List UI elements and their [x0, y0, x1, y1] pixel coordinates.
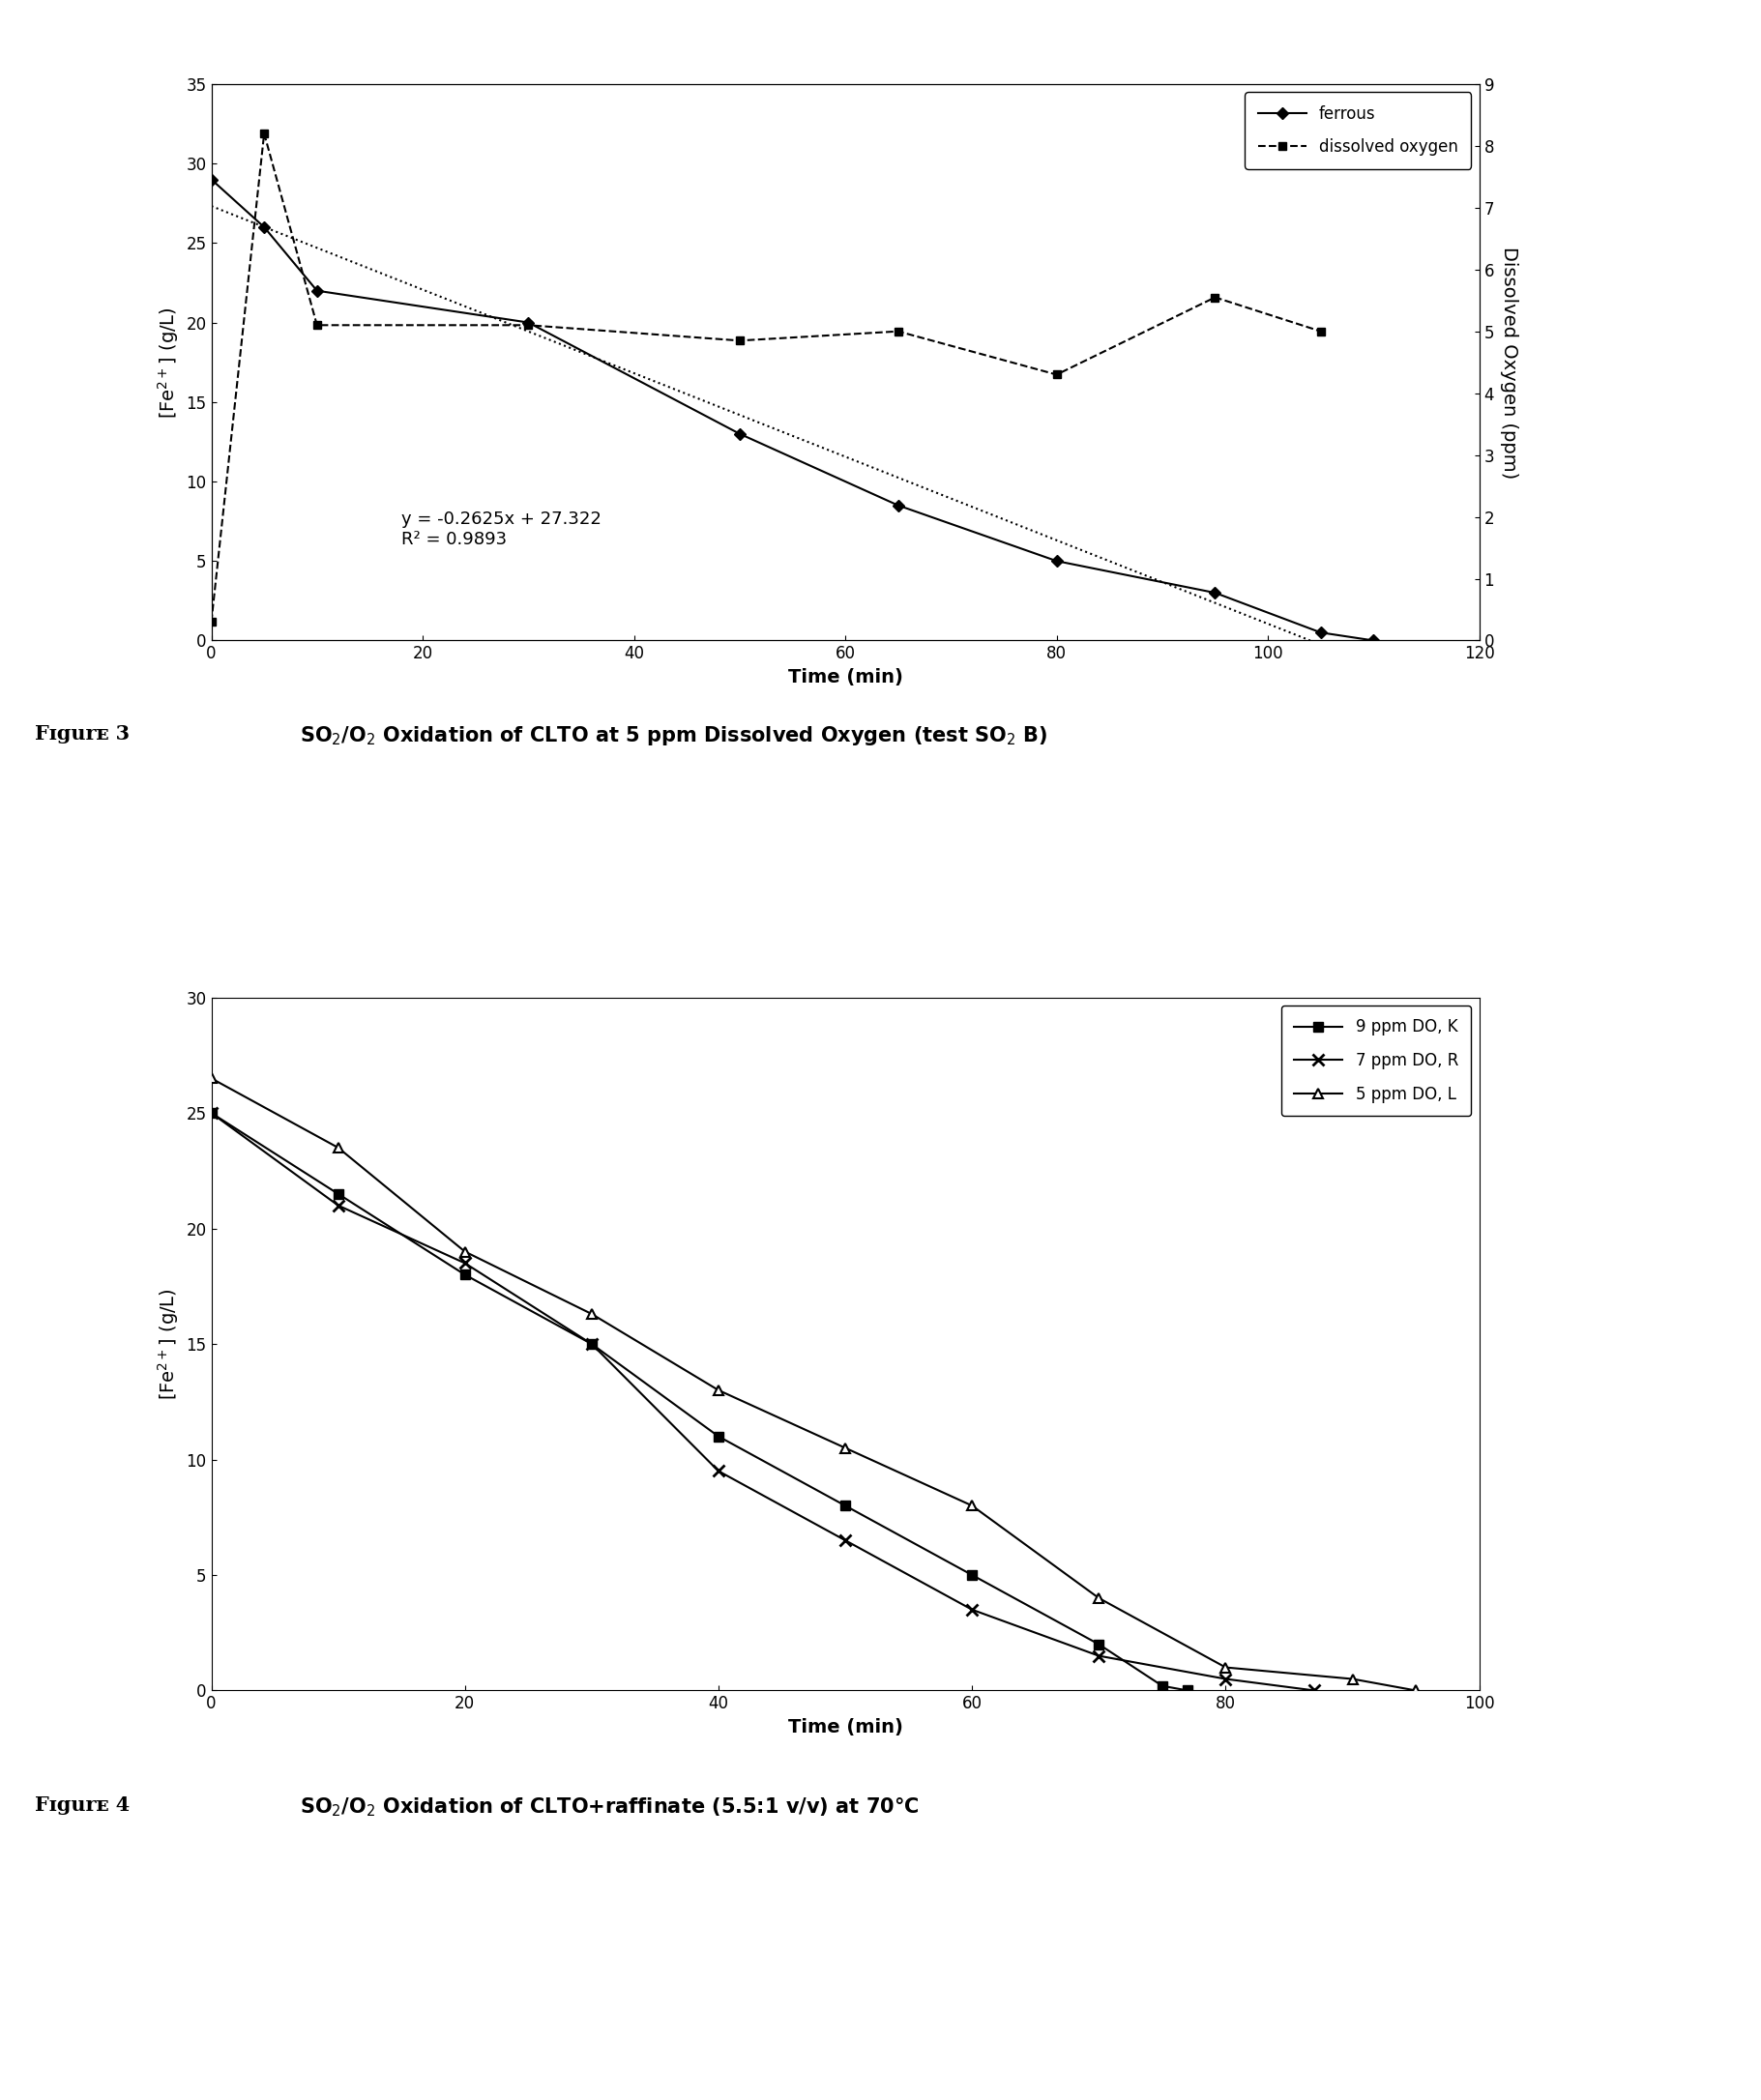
5 ppm DO, L	[1342, 1667, 1363, 1693]
ferrous	[201, 166, 222, 191]
9 ppm DO, K	[581, 1331, 602, 1357]
7 ppm DO, R	[454, 1250, 475, 1275]
dissolved oxygen	[201, 609, 222, 634]
dissolved oxygen	[1310, 319, 1331, 344]
Text: SO$_2$/O$_2$ Oxidation of CLTO+raffinate (5.5:1 v/v) at 70°C: SO$_2$/O$_2$ Oxidation of CLTO+raffinate…	[299, 1796, 919, 1819]
dissolved oxygen	[1205, 286, 1226, 311]
7 ppm DO, R	[1303, 1678, 1324, 1703]
7 ppm DO, R	[1215, 1667, 1236, 1693]
7 ppm DO, R	[708, 1457, 729, 1483]
5 ppm DO, L	[1215, 1655, 1236, 1680]
ferrous	[1205, 580, 1226, 605]
9 ppm DO, K	[1152, 1674, 1173, 1699]
Line: ferrous: ferrous	[208, 176, 1377, 645]
5 ppm DO, L	[835, 1436, 856, 1462]
Line: 7 ppm DO, R: 7 ppm DO, R	[206, 1107, 1319, 1697]
9 ppm DO, K	[962, 1562, 983, 1588]
dissolved oxygen	[729, 328, 750, 353]
7 ppm DO, R	[201, 1100, 222, 1126]
Text: Fɪgurᴇ 3: Fɪgurᴇ 3	[35, 724, 130, 743]
9 ppm DO, K	[201, 1100, 222, 1126]
5 ppm DO, L	[328, 1134, 349, 1159]
9 ppm DO, K	[835, 1493, 856, 1518]
Text: SO$_2$/O$_2$ Oxidation of CLTO at 5 ppm Dissolved Oxygen (test SO$_2$ B): SO$_2$/O$_2$ Oxidation of CLTO at 5 ppm …	[299, 724, 1048, 748]
7 ppm DO, R	[1088, 1642, 1109, 1667]
9 ppm DO, K	[328, 1180, 349, 1205]
5 ppm DO, L	[1405, 1678, 1426, 1703]
dissolved oxygen	[888, 319, 909, 344]
Line: 9 ppm DO, K: 9 ppm DO, K	[206, 1109, 1192, 1695]
dissolved oxygen	[1046, 361, 1067, 386]
ferrous	[518, 311, 539, 336]
Legend: 9 ppm DO, K, 7 ppm DO, R, 5 ppm DO, L: 9 ppm DO, K, 7 ppm DO, R, 5 ppm DO, L	[1282, 1006, 1470, 1115]
ferrous	[254, 214, 275, 239]
ferrous	[1310, 620, 1331, 645]
Line: dissolved oxygen: dissolved oxygen	[208, 130, 1324, 626]
dissolved oxygen	[306, 313, 328, 338]
ferrous	[729, 422, 750, 447]
dissolved oxygen	[254, 122, 275, 147]
5 ppm DO, L	[708, 1378, 729, 1403]
dissolved oxygen	[518, 313, 539, 338]
9 ppm DO, K	[708, 1424, 729, 1449]
7 ppm DO, R	[328, 1193, 349, 1218]
7 ppm DO, R	[581, 1331, 602, 1357]
ferrous	[306, 277, 328, 302]
Legend: ferrous, dissolved oxygen: ferrous, dissolved oxygen	[1245, 92, 1470, 168]
5 ppm DO, L	[454, 1239, 475, 1264]
ferrous	[888, 493, 909, 519]
5 ppm DO, L	[581, 1302, 602, 1327]
ferrous	[1046, 548, 1067, 573]
Line: 5 ppm DO, L: 5 ppm DO, L	[206, 1073, 1421, 1695]
5 ppm DO, L	[962, 1493, 983, 1518]
X-axis label: Time (min): Time (min)	[787, 668, 903, 687]
9 ppm DO, K	[454, 1262, 475, 1287]
7 ppm DO, R	[835, 1529, 856, 1554]
Text: Fɪgurᴇ 4: Fɪgurᴇ 4	[35, 1796, 130, 1814]
9 ppm DO, K	[1176, 1678, 1197, 1703]
7 ppm DO, R	[962, 1596, 983, 1621]
ferrous	[1363, 628, 1384, 653]
9 ppm DO, K	[1088, 1632, 1109, 1657]
5 ppm DO, L	[1088, 1585, 1109, 1611]
5 ppm DO, L	[201, 1065, 222, 1092]
X-axis label: Time (min): Time (min)	[787, 1718, 903, 1737]
Y-axis label: [Fe$^{2+}$] (g/L): [Fe$^{2+}$] (g/L)	[155, 307, 181, 418]
Y-axis label: [Fe$^{2+}$] (g/L): [Fe$^{2+}$] (g/L)	[155, 1287, 181, 1401]
Text: y = -0.2625x + 27.322
R² = 0.9893: y = -0.2625x + 27.322 R² = 0.9893	[402, 510, 602, 548]
Y-axis label: Dissolved Oxygen (ppm): Dissolved Oxygen (ppm)	[1500, 246, 1518, 479]
